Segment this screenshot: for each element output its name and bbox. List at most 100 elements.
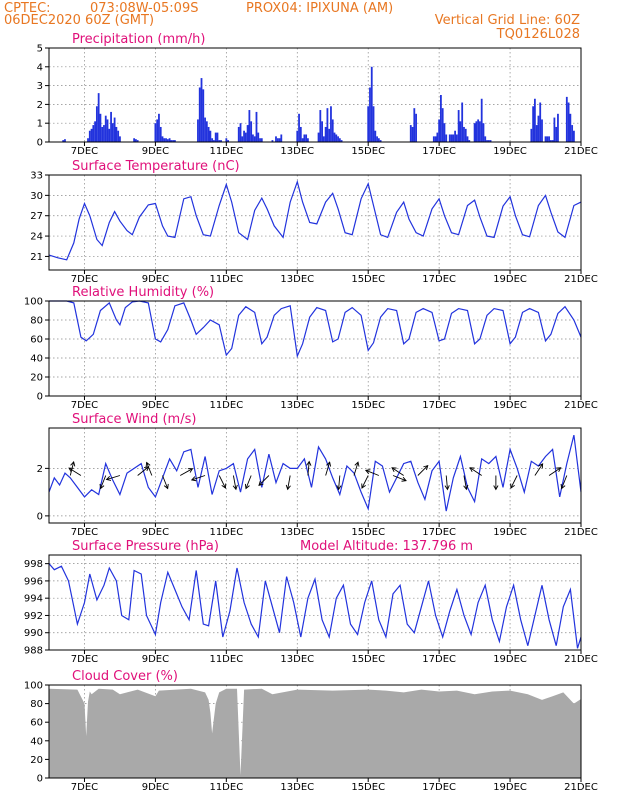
- precip-bar: [533, 98, 536, 142]
- y-tick-label: 5: [37, 44, 43, 55]
- precip-bar: [200, 78, 203, 142]
- wind-arrow-shaft: [548, 467, 561, 476]
- precip-bar: [106, 119, 109, 142]
- precip-bar: [324, 126, 327, 142]
- precip-bar: [296, 130, 299, 142]
- wind-arrow-shaft: [307, 461, 310, 476]
- panel-frame: [48, 684, 582, 779]
- precip-bar: [108, 128, 111, 142]
- precip-bar: [567, 102, 570, 142]
- precip-bar: [441, 108, 444, 142]
- wind-arrow-head: [99, 483, 105, 490]
- precip-bar: [246, 125, 249, 142]
- precip-bar: [530, 128, 533, 142]
- wind-arrow-shaft: [162, 475, 169, 489]
- panel-rh: 0 20 40 60 80 100 7DEC 9DEC 11DEC 13DEC 15DEC 17DEC…: [24, 285, 598, 411]
- precip-bar: [434, 136, 437, 142]
- precip-bar: [440, 95, 442, 142]
- x-tick-label: 19DEC: [493, 527, 527, 538]
- wind-arrow: [493, 475, 499, 491]
- y-tick-label: 100: [24, 297, 43, 308]
- x-tick-label: 17DEC: [422, 654, 456, 665]
- wind-arrow-shaft: [69, 461, 75, 476]
- precip-bar: [486, 140, 488, 142]
- precip-bar: [369, 87, 371, 142]
- y-tick-label: 992: [24, 611, 43, 622]
- precip-bar: [198, 87, 201, 142]
- precip-bar: [90, 128, 93, 142]
- y-tick-label: 0: [37, 138, 43, 149]
- panel-frame: [48, 47, 582, 143]
- precip-bar: [214, 132, 217, 142]
- precip-bar: [438, 119, 441, 142]
- precip-bar: [64, 139, 66, 142]
- x-tick-label: 11DEC: [209, 527, 243, 538]
- wind-arrow-shaft: [417, 465, 429, 476]
- wind-arrow-shaft: [353, 461, 359, 476]
- precip-bar: [326, 108, 329, 142]
- precip-bar: [484, 136, 487, 142]
- wind-arrow-shaft: [469, 467, 482, 476]
- precip-bar: [487, 140, 490, 142]
- wind-arrow: [145, 461, 153, 476]
- precip-bar: [101, 126, 104, 142]
- x-tick-label: 9DEC: [142, 654, 169, 665]
- precip-bar: [94, 121, 97, 142]
- precip-bar: [321, 121, 323, 142]
- wind-arrow: [548, 467, 562, 476]
- x-tick-label: 9DEC: [142, 782, 169, 793]
- pres-line: [48, 563, 582, 649]
- precip-bar: [479, 121, 481, 142]
- x-tick-label: 11DEC: [209, 146, 243, 157]
- x-tick-label: 15DEC: [351, 782, 385, 793]
- precip-bar: [158, 113, 160, 142]
- precip-bar: [237, 126, 240, 142]
- wind-arrow-head: [401, 476, 407, 482]
- precip-bar: [565, 96, 568, 142]
- wind-arrow-shaft: [463, 475, 467, 490]
- precip-bar: [250, 121, 253, 142]
- precip-bar: [468, 140, 471, 142]
- precip-bar: [445, 134, 448, 142]
- x-tick-label: 7DEC: [71, 654, 98, 665]
- wind-arrow: [232, 475, 238, 491]
- precip-bar: [172, 140, 175, 142]
- precip-bar: [452, 134, 455, 142]
- wind-arrow-head: [221, 483, 227, 489]
- x-tick-label: 9DEC: [142, 146, 169, 157]
- panel-cloud: 0 20 40 60 80 100 7DEC 9DEC 11DEC 13DEC 15DEC 17DEC…: [24, 669, 598, 793]
- wind-arrow: [68, 467, 82, 476]
- precip-bar: [111, 123, 114, 142]
- panel-precip: 0 1 2 3 4 5 7DEC 9DEC 11DEC 13DEC 15DEC 17DEC 19DEC 2…: [37, 32, 598, 157]
- y-tick-label: 24: [30, 232, 43, 243]
- wind-arrow: [306, 460, 312, 476]
- y-tick-label: 30: [30, 191, 43, 202]
- precip-bar: [243, 130, 245, 142]
- wind-arrow-head: [538, 463, 544, 469]
- wind-arrow-head: [444, 485, 450, 491]
- x-tick-label: 19DEC: [493, 654, 527, 665]
- precip-bar: [409, 125, 412, 142]
- precip-bar: [459, 121, 462, 142]
- y-tick-label: 40: [30, 736, 43, 747]
- x-tick-label: 13DEC: [280, 146, 314, 157]
- precip-bar: [480, 98, 483, 142]
- precip-bar: [537, 115, 540, 142]
- precip-bar: [259, 138, 261, 142]
- wind-arrow: [560, 475, 568, 490]
- panel-title-wind: Surface Wind (m/s): [72, 412, 196, 427]
- precip-bar: [213, 140, 215, 142]
- wind-arrow-head: [354, 461, 360, 467]
- precip-bar: [541, 119, 543, 142]
- precip-bar: [455, 134, 458, 142]
- x-tick-label: 13DEC: [280, 527, 314, 538]
- precip-bar: [305, 134, 308, 142]
- precip-bar: [207, 126, 210, 142]
- precip-bar: [548, 136, 550, 142]
- x-tick-label: 9DEC: [142, 274, 169, 285]
- header-model-id: TQ0126L028: [496, 27, 580, 42]
- wind-arrow-head: [469, 467, 475, 472]
- x-tick-label: 13DEC: [280, 274, 314, 285]
- precip-bar: [220, 140, 222, 142]
